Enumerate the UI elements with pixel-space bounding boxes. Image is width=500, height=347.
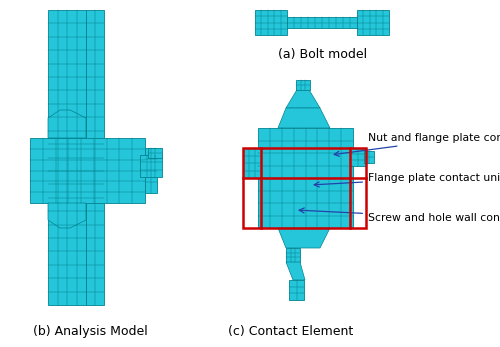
Bar xyxy=(258,128,353,228)
Bar xyxy=(357,10,389,35)
Text: (b) Analysis Model: (b) Analysis Model xyxy=(32,325,148,338)
Polygon shape xyxy=(278,228,330,248)
Bar xyxy=(140,155,162,177)
Polygon shape xyxy=(48,203,86,228)
Polygon shape xyxy=(286,262,305,280)
Bar xyxy=(48,10,86,305)
Bar xyxy=(296,80,310,90)
Polygon shape xyxy=(48,110,86,138)
Text: (a) Bolt model: (a) Bolt model xyxy=(278,48,368,61)
Text: Nut and flange plate contact unit: Nut and flange plate contact unit xyxy=(334,133,500,156)
Bar xyxy=(286,248,300,262)
Bar xyxy=(243,148,366,228)
Bar xyxy=(364,151,374,163)
Bar xyxy=(30,138,145,203)
Polygon shape xyxy=(278,108,330,128)
Text: Screw and hole wall contact unit: Screw and hole wall contact unit xyxy=(299,208,500,223)
Polygon shape xyxy=(286,88,320,108)
Bar xyxy=(350,148,366,166)
Bar xyxy=(145,148,157,193)
Bar xyxy=(243,148,261,178)
Bar xyxy=(86,10,104,305)
Bar xyxy=(255,10,287,35)
Bar xyxy=(287,17,357,28)
Text: Flange plate contact unit: Flange plate contact unit xyxy=(314,173,500,187)
Bar xyxy=(148,148,162,158)
Text: (c) Contact Element: (c) Contact Element xyxy=(228,325,353,338)
Bar xyxy=(289,280,304,300)
